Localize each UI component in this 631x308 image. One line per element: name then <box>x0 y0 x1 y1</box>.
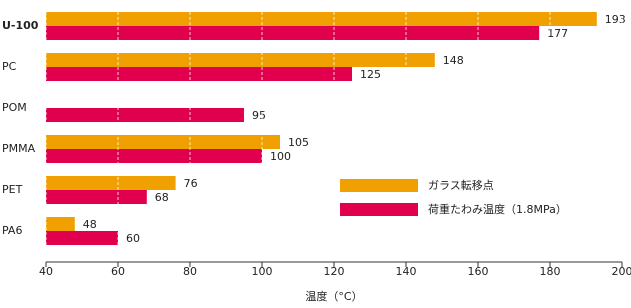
y-tick-label: PC <box>2 60 17 73</box>
value-label: 48 <box>83 218 97 231</box>
x-tick-label: 40 <box>39 265 53 278</box>
value-label: 60 <box>126 232 140 245</box>
value-label: 100 <box>270 150 291 163</box>
value-label: 193 <box>605 13 626 26</box>
bar <box>46 190 147 204</box>
y-tick-label: PET <box>2 183 23 196</box>
x-tick-label: 200 <box>612 265 631 278</box>
y-tick-label: PA6 <box>2 224 22 237</box>
value-label: 125 <box>360 68 381 81</box>
bar <box>46 135 280 149</box>
legend-swatch <box>340 203 418 216</box>
bar <box>46 67 352 81</box>
y-tick-label: POM <box>2 101 27 114</box>
value-label: 105 <box>288 136 309 149</box>
x-tick-label: 100 <box>252 265 273 278</box>
y-tick-label: U-100 <box>2 19 39 32</box>
legend-label: 荷重たわみ温度（1.8MPa） <box>428 202 567 216</box>
x-tick-label: 160 <box>468 265 489 278</box>
legend-swatch <box>340 179 418 192</box>
value-label: 68 <box>155 191 169 204</box>
x-tick-label: 60 <box>111 265 125 278</box>
bar <box>46 53 435 67</box>
legend-label: ガラス転移点 <box>428 179 494 192</box>
bar <box>46 176 176 190</box>
bar <box>46 26 539 40</box>
value-label: 76 <box>184 177 198 190</box>
y-tick-label: PMMA <box>2 142 36 155</box>
x-tick-label: 120 <box>324 265 345 278</box>
bar <box>46 149 262 163</box>
x-tick-label: 140 <box>396 265 417 278</box>
bar <box>46 108 244 122</box>
value-label: 148 <box>443 54 464 67</box>
x-axis-title: 温度（°C） <box>305 289 362 303</box>
bar <box>46 231 118 245</box>
x-tick-label: 180 <box>540 265 561 278</box>
value-label: 95 <box>252 109 266 122</box>
bar <box>46 12 597 26</box>
x-tick-label: 80 <box>183 265 197 278</box>
bar <box>46 217 75 231</box>
